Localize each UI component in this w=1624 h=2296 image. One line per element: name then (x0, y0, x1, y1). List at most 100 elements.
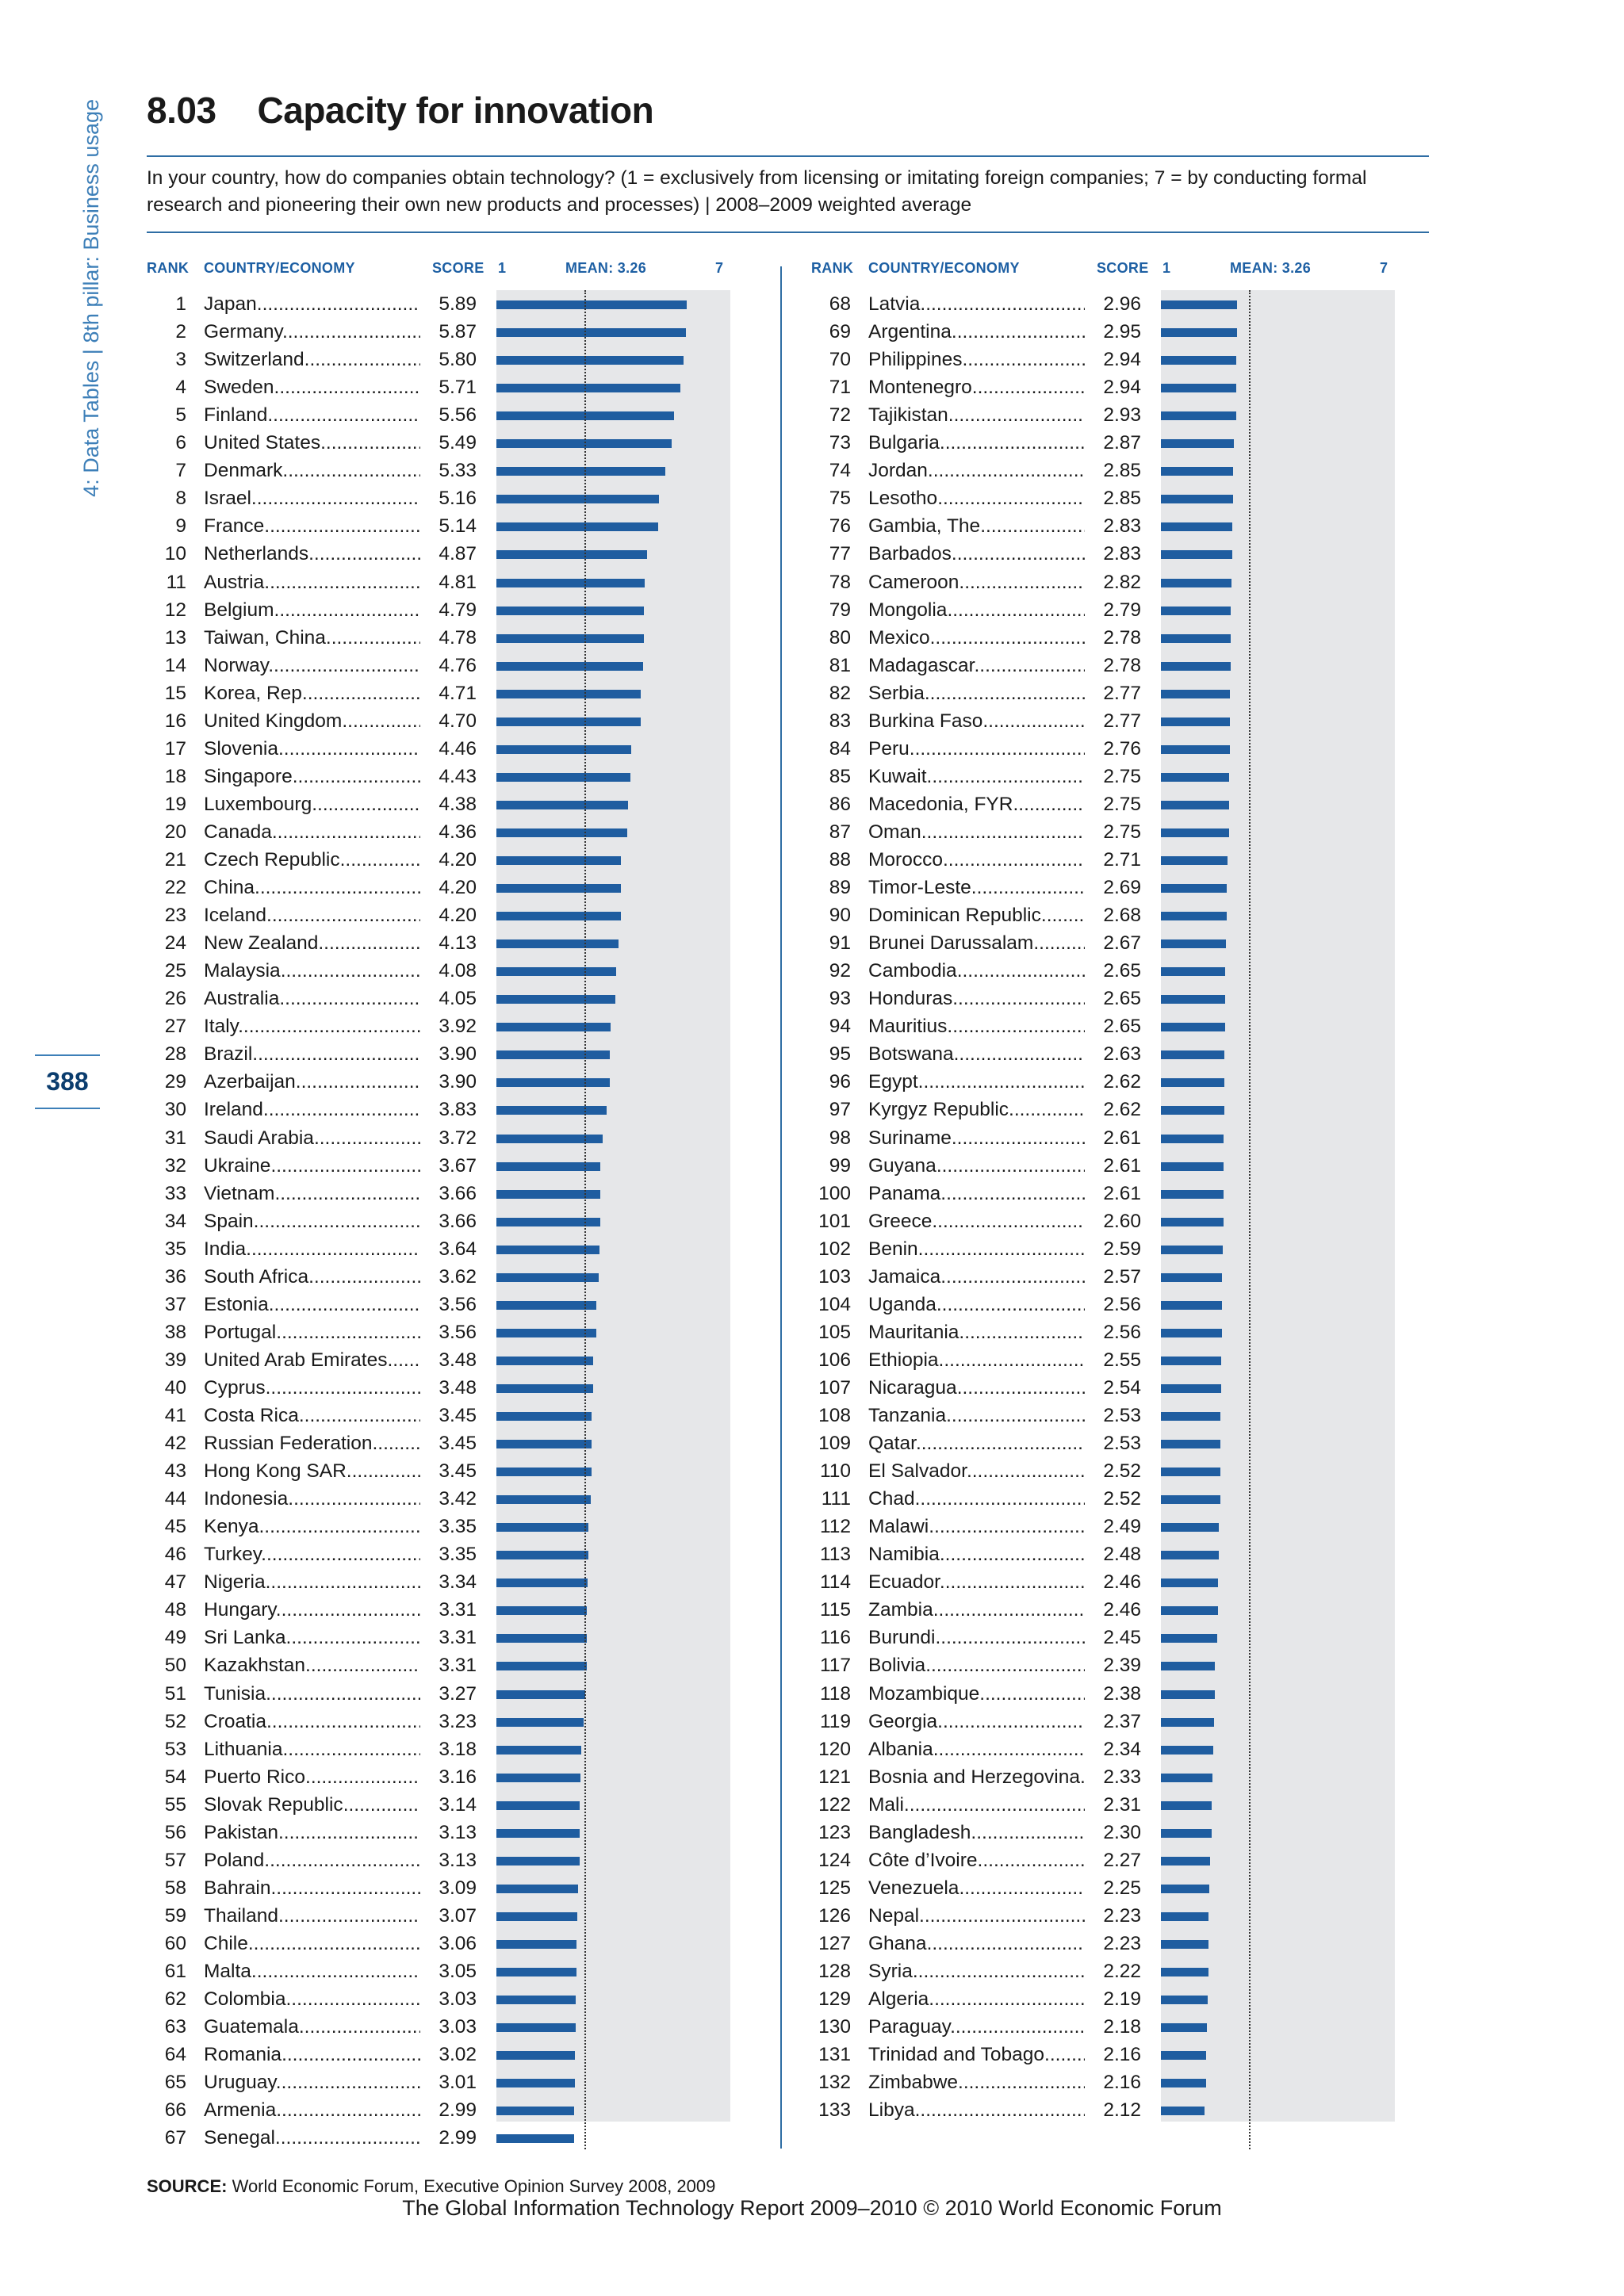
score-cell: 2.27 (1085, 1846, 1141, 1874)
rank-cell: 81 (829, 654, 851, 676)
country-cell: Qatar (868, 1429, 1128, 1457)
score-cell: 3.06 (420, 1929, 477, 1957)
score-bar (496, 2107, 574, 2116)
table-row: 75 Lesotho2.85 (811, 484, 1160, 513)
score-cell: 4.70 (420, 706, 477, 735)
rank-cell: 104 (818, 1293, 851, 1315)
rank-cell: 13 (164, 626, 186, 649)
column-divider (780, 266, 782, 2149)
score-bar (1161, 1828, 1212, 1838)
country-cell: Macedonia, FYR (868, 790, 1128, 818)
score-cell: 2.65 (1085, 1012, 1141, 1041)
score-cell: 2.85 (1085, 484, 1141, 513)
table-row: 120 Albania2.34 (811, 1735, 1160, 1763)
score-bar (496, 1996, 576, 2005)
score-cell: 2.33 (1085, 1762, 1141, 1791)
score-cell: 3.03 (420, 1985, 477, 2014)
score-bar (1161, 495, 1233, 504)
score-bar (496, 384, 680, 393)
country-cell: Ecuador (868, 1568, 1128, 1596)
country-cell: Japan (204, 290, 464, 318)
score-bar (496, 1856, 580, 1866)
score-cell: 3.48 (420, 1345, 477, 1374)
score-cell: 2.61 (1085, 1151, 1141, 1180)
score-cell: 5.33 (420, 457, 477, 485)
score-cell: 4.08 (420, 957, 477, 985)
country-cell: Canada (204, 818, 464, 846)
table-row: 45 Kenya3.35 (147, 1513, 496, 1541)
country-cell: Lesotho (868, 484, 1128, 512)
table-row: 109 Qatar2.53 (811, 1429, 1160, 1458)
country-cell: Timor-Leste (868, 874, 1128, 901)
country-cell: Azerbaijan (204, 1068, 464, 1096)
table-row: 76 Gambia, The2.83 (811, 512, 1160, 541)
country-cell: Benin (868, 1235, 1128, 1263)
rank-cell: 120 (818, 1738, 851, 1760)
score-bar (496, 633, 644, 643)
rank-cell: 109 (818, 1433, 851, 1455)
table-row: 40 Cyprus3.48 (147, 1373, 496, 1402)
rank-cell: 95 (829, 1043, 851, 1066)
score-cell: 2.99 (420, 2096, 477, 2125)
country-cell: Algeria (868, 1985, 1128, 2013)
country-cell: Spain (204, 1207, 464, 1235)
score-bar (1161, 1745, 1213, 1755)
score-bar (1161, 1578, 1218, 1588)
country-cell: Poland (204, 1846, 464, 1874)
score-cell: 3.13 (420, 1818, 477, 1846)
mean-label: MEAN: 3.26 (1230, 260, 1312, 276)
table-row: 128 Syria2.22 (811, 1957, 1160, 1985)
score-cell: 3.67 (420, 1151, 477, 1180)
rank-cell: 127 (818, 1932, 851, 1954)
score-cell: 4.78 (420, 623, 477, 652)
score-bar (1161, 522, 1232, 532)
score-cell: 2.12 (1085, 2096, 1141, 2125)
table-row: 88 Morocco2.71 (811, 846, 1160, 874)
table-row: 91 Brunei Darussalam2.67 (811, 929, 1160, 958)
rank-cell: 29 (164, 1071, 186, 1093)
rank-cell: 71 (829, 377, 851, 399)
score-bar (496, 1078, 610, 1088)
country-cell: Korea, Rep. (204, 679, 464, 707)
country-cell: Madagascar (868, 652, 1128, 679)
country-cell: Portugal (204, 1318, 464, 1346)
score-bar (1161, 1523, 1220, 1533)
country-cell: Serbia (868, 679, 1128, 707)
score-cell: 3.07 (420, 1901, 477, 1930)
score-bar (496, 1717, 584, 1727)
score-bar (496, 1217, 600, 1226)
rank-cell: 113 (819, 1544, 851, 1566)
score-cell: 2.85 (1085, 457, 1141, 485)
table-row: 63 Guatemala3.03 (147, 2013, 496, 2042)
rank-cell: 58 (164, 1877, 186, 1899)
table-row: 130 Paraguay2.18 (811, 2013, 1160, 2042)
rank-header: RANK (811, 260, 854, 276)
rank-cell: 87 (829, 821, 851, 843)
score-bar (496, 578, 645, 587)
table-row: 35 India3.64 (147, 1234, 496, 1263)
rank-cell: 31 (164, 1127, 186, 1149)
score-bar (496, 828, 628, 837)
score-cell: 5.71 (420, 373, 477, 402)
score-bar (1161, 1911, 1209, 1921)
table-row: 126 Nepal2.23 (811, 1901, 1160, 1930)
country-cell: Panama (868, 1180, 1128, 1207)
rank-cell: 76 (829, 515, 851, 538)
rank-cell: 57 (164, 1849, 186, 1871)
scale-min-label: 1 (1162, 260, 1171, 276)
score-cell: 3.66 (420, 1179, 477, 1207)
table-row: 23 Iceland4.20 (147, 901, 496, 930)
rank-cell: 98 (829, 1127, 851, 1149)
score-bar (496, 1412, 592, 1421)
rank-cell: 112 (819, 1516, 851, 1538)
score-cell: 2.46 (1085, 1568, 1141, 1597)
country-cell: Zimbabwe (868, 2068, 1128, 2096)
score-cell: 2.45 (1085, 1624, 1141, 1652)
table-row: 24 New Zealand4.13 (147, 929, 496, 958)
table-row: 105 Mauritania2.56 (811, 1318, 1160, 1346)
rank-cell: 74 (829, 460, 851, 482)
rank-cell: 63 (164, 2016, 186, 2038)
score-cell: 2.67 (1085, 929, 1141, 958)
score-cell: 4.20 (420, 901, 477, 930)
score-cell: 2.54 (1085, 1373, 1141, 1402)
